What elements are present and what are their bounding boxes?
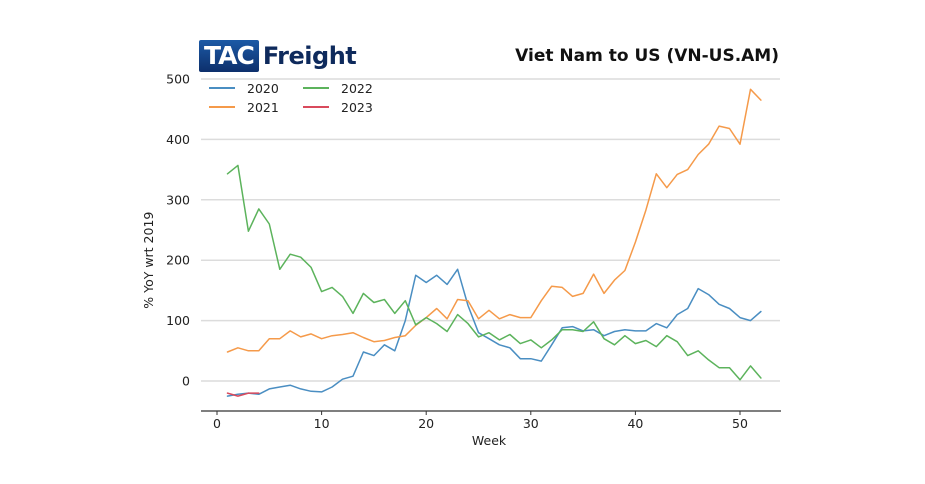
x-tick-label: 0 <box>213 416 221 431</box>
legend-swatch-2021 <box>209 106 235 108</box>
x-tick-label: 40 <box>627 416 643 431</box>
logo-tac-text: TAC <box>199 40 259 72</box>
tacfreight-logo: TAC Freight <box>199 40 357 72</box>
legend-item-2020: 2020 <box>209 80 303 96</box>
x-tick-label: 50 <box>732 416 748 431</box>
legend-label-2021: 2021 <box>247 99 279 115</box>
y-axis-label: % YoY wrt 2019 <box>141 212 156 309</box>
legend-swatch-2022 <box>303 87 329 89</box>
legend: 2020 2022 2021 2023 <box>209 80 403 115</box>
series-line-2021 <box>226 88 762 353</box>
y-tick-label: 500 <box>166 72 190 87</box>
y-tick-label: 0 <box>182 374 190 389</box>
legend-item-2021: 2021 <box>209 99 303 115</box>
legend-item-2022: 2022 <box>303 80 403 96</box>
x-axis-label: Week <box>472 433 507 448</box>
legend-label-2022: 2022 <box>341 80 373 96</box>
y-tick-label: 100 <box>166 313 190 328</box>
legend-swatch-2020 <box>209 87 235 89</box>
legend-label-2023: 2023 <box>341 99 373 115</box>
series-line-2020 <box>226 268 762 397</box>
y-tick-label: 300 <box>166 192 190 207</box>
x-tick-label: 30 <box>523 416 539 431</box>
x-tick-label: 10 <box>314 416 330 431</box>
x-tick-label: 20 <box>418 416 434 431</box>
y-axis-ticks: 0 100 200 300 400 500 <box>166 72 190 389</box>
y-tick-label: 200 <box>166 253 190 268</box>
y-tick-label: 400 <box>166 132 190 147</box>
legend-item-2023: 2023 <box>303 99 403 115</box>
chart-title: Viet Nam to US (VN-US.AM) <box>515 46 779 66</box>
legend-label-2020: 2020 <box>247 80 279 96</box>
x-axis-ticks: 0 10 20 30 40 50 <box>213 411 748 431</box>
logo-freight-text: Freight <box>262 42 357 70</box>
series-line-2022 <box>226 164 762 381</box>
series-lines <box>226 88 762 397</box>
legend-swatch-2023 <box>303 106 329 108</box>
gridlines <box>201 78 780 382</box>
series-line-2023 <box>226 392 260 397</box>
